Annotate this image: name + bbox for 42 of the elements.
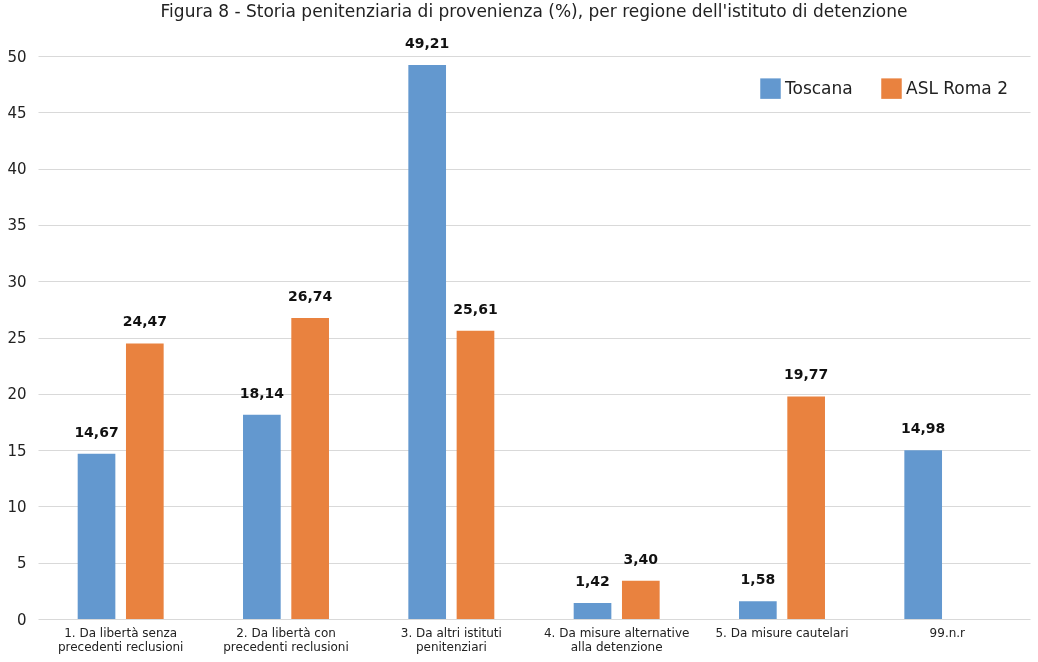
data-label: 1,58 bbox=[740, 571, 776, 588]
y-tick-label: 5 bbox=[16, 554, 27, 573]
bar bbox=[739, 601, 777, 619]
bar bbox=[787, 396, 825, 619]
bar bbox=[904, 450, 943, 619]
x-tick-label: 4. Da misure alternative alla detenzione bbox=[543, 625, 690, 654]
data-label: 3,40 bbox=[623, 550, 659, 567]
data-label: 1,42 bbox=[575, 573, 610, 590]
y-tick-label: 25 bbox=[7, 329, 27, 347]
bar bbox=[408, 64, 447, 619]
y-tick-label: 0 bbox=[16, 610, 27, 629]
data-label: 19,77 bbox=[784, 366, 829, 383]
data-label: 14,98 bbox=[901, 420, 946, 437]
data-label: 14,67 bbox=[74, 423, 119, 440]
x-tick-label: 1. Da libertà senza precedenti reclusioni bbox=[57, 625, 184, 654]
data-label: 25,61 bbox=[453, 300, 498, 317]
y-tick-label: 50 bbox=[7, 47, 27, 66]
y-tick-label: 15 bbox=[7, 441, 27, 460]
y-tick-label: 20 bbox=[7, 385, 27, 404]
bar bbox=[573, 603, 612, 619]
data-label: 26,74 bbox=[288, 287, 333, 304]
bar bbox=[291, 317, 329, 619]
data-label: 49,21 bbox=[405, 34, 450, 51]
y-tick-label: 35 bbox=[7, 216, 27, 235]
x-tick-label: 99.n.r bbox=[929, 625, 966, 640]
y-tick-label: 30 bbox=[7, 272, 27, 291]
chart-title: Figura 8 - Storia penitenziaria di provenienza (%), per regione dell'istituto di detenzione bbox=[160, 0, 908, 21]
bar bbox=[125, 343, 164, 619]
y-tick-label: 10 bbox=[7, 497, 27, 516]
bar bbox=[621, 580, 660, 619]
x-tick-label: 5. Da misure cautelari bbox=[715, 625, 849, 640]
bar bbox=[77, 453, 116, 619]
legend-label: ASL Roma 2 bbox=[906, 77, 1008, 98]
data-label: 24,47 bbox=[122, 313, 167, 330]
x-tick-label: 3. Da altri istituti penitenziari bbox=[400, 625, 502, 654]
bar bbox=[243, 414, 281, 619]
y-tick-label: 40 bbox=[7, 160, 27, 179]
y-tick-label: 45 bbox=[7, 103, 27, 122]
legend-label: Toscana bbox=[784, 77, 853, 98]
data-label: 18,14 bbox=[239, 384, 285, 401]
bar bbox=[456, 330, 495, 619]
x-tick-label: 2. Da libertà con precedenti reclusioni bbox=[223, 625, 349, 654]
